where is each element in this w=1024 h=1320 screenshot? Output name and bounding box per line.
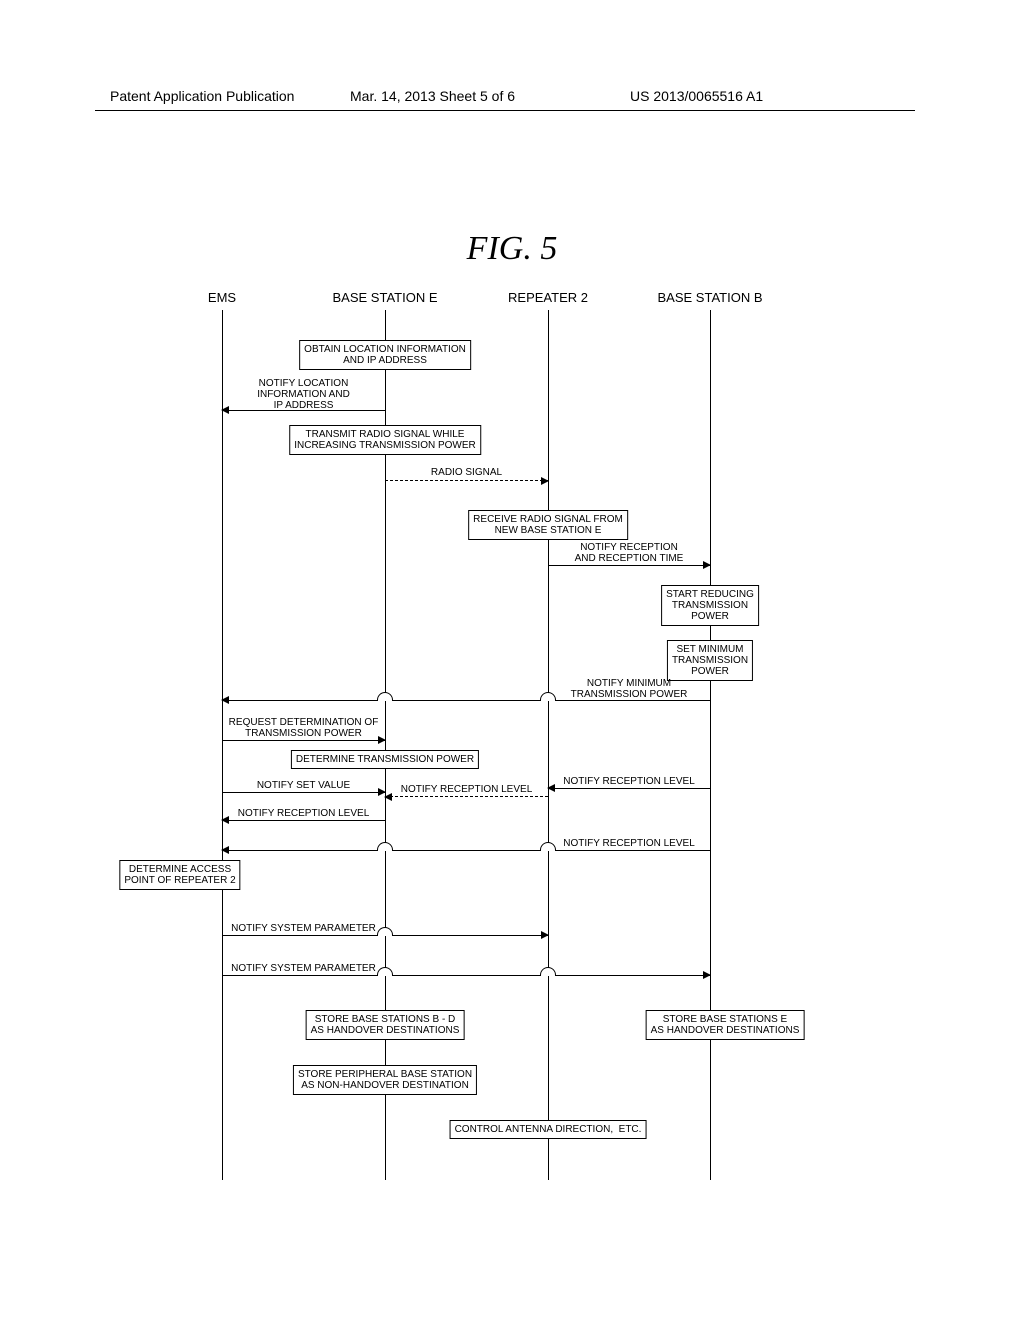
message-label-notify_recv_lvl4: NOTIFY RECEPTION LEVEL [563,838,695,849]
arrow-icon [221,696,229,704]
arrow-icon [541,477,549,485]
message-radio_signal [385,480,548,482]
message-label-notify_sys_param2: NOTIFY SYSTEM PARAMETER [231,963,376,974]
box-store_e: STORE BASE STATIONS E AS HANDOVER DESTIN… [646,1010,805,1040]
message-label-notify_min_power: NOTIFY MINIMUM TRANSMISSION POWER [571,678,688,700]
message-notify_recv_time [548,565,710,566]
message-label-notify_recv_time: NOTIFY RECEPTION AND RECEPTION TIME [575,542,684,564]
box-det_power: DETERMINE TRANSMISSION POWER [291,750,479,769]
hop-icon [377,967,393,976]
box-det_access: DETERMINE ACCESS POINT OF REPEATER 2 [119,860,240,890]
message-label-notify_loc: NOTIFY LOCATION INFORMATION AND IP ADDRE… [257,378,350,411]
message-label-radio_signal: RADIO SIGNAL [431,467,502,478]
box-store_bd: STORE BASE STATIONS B - D AS HANDOVER DE… [306,1010,465,1040]
arrow-icon [541,931,549,939]
box-set_min: SET MINIMUM TRANSMISSION POWER [667,640,753,681]
box-transmit: TRANSMIT RADIO SIGNAL WHILE INCREASING T… [289,425,481,455]
lifeline-label-stationB: BASE STATION B [658,290,763,305]
message-notify_set_val [222,792,385,793]
message-label-notify_recv_lvl3: NOTIFY RECEPTION LEVEL [238,808,370,819]
lifeline-stationB [710,310,711,1180]
hop-icon [377,927,393,936]
message-label-notify_sys_param1: NOTIFY SYSTEM PARAMETER [231,923,376,934]
message-notify_recv_lvl3 [222,820,385,821]
message-req_det_power [222,740,385,741]
box-start_reduce: START REDUCING TRANSMISSION POWER [661,585,759,626]
hop-icon [540,842,556,851]
arrow-icon [221,816,229,824]
message-label-notify_recv_lvl1: NOTIFY RECEPTION LEVEL [401,784,533,795]
box-obtain_loc: OBTAIN LOCATION INFORMATION AND IP ADDRE… [299,340,471,370]
message-label-notify_set_val: NOTIFY SET VALUE [257,780,350,791]
arrow-icon [221,406,229,414]
box-store_periph: STORE PERIPHERAL BASE STATION AS NON-HAN… [293,1065,477,1095]
arrow-icon [547,784,555,792]
figure-title: FIG. 5 [0,230,1024,268]
arrow-icon [378,736,386,744]
header-middle: Mar. 14, 2013 Sheet 5 of 6 [350,88,515,104]
lifeline-label-ems: EMS [208,290,236,305]
message-notify_min_power [222,700,710,701]
hop-icon [377,692,393,701]
box-receive_new: RECEIVE RADIO SIGNAL FROM NEW BASE STATI… [468,510,628,540]
message-notify_recv_lvl1 [385,796,548,798]
hop-icon [377,842,393,851]
arrow-icon [703,971,711,979]
lifeline-ems [222,310,223,1180]
message-notify_sys_param2 [222,975,710,976]
message-label-req_det_power: REQUEST DETERMINATION OF TRANSMISSION PO… [229,717,379,739]
box-ctrl_antenna: CONTROL ANTENNA DIRECTION, ETC. [450,1120,647,1139]
arrow-icon [703,561,711,569]
arrow-icon [384,793,392,801]
hop-icon [540,967,556,976]
arrow-icon [221,846,229,854]
page: Patent Application Publication Mar. 14, … [0,0,1024,1320]
sequence-diagram: EMS BASE STATION E REPEATER 2 BASE STATION … [150,290,900,1190]
hop-icon [540,692,556,701]
message-notify_recv_lvl4 [222,850,710,851]
message-notify_recv_lvl2 [548,788,710,789]
header-right: US 2013/0065516 A1 [630,88,763,104]
message-label-notify_recv_lvl2: NOTIFY RECEPTION LEVEL [563,776,695,787]
header-left: Patent Application Publication [110,88,294,104]
header-rule [95,110,915,111]
lifeline-label-stationE: BASE STATION E [333,290,438,305]
lifeline-label-repeater: REPEATER 2 [508,290,588,305]
lifeline-repeater [548,310,549,1180]
